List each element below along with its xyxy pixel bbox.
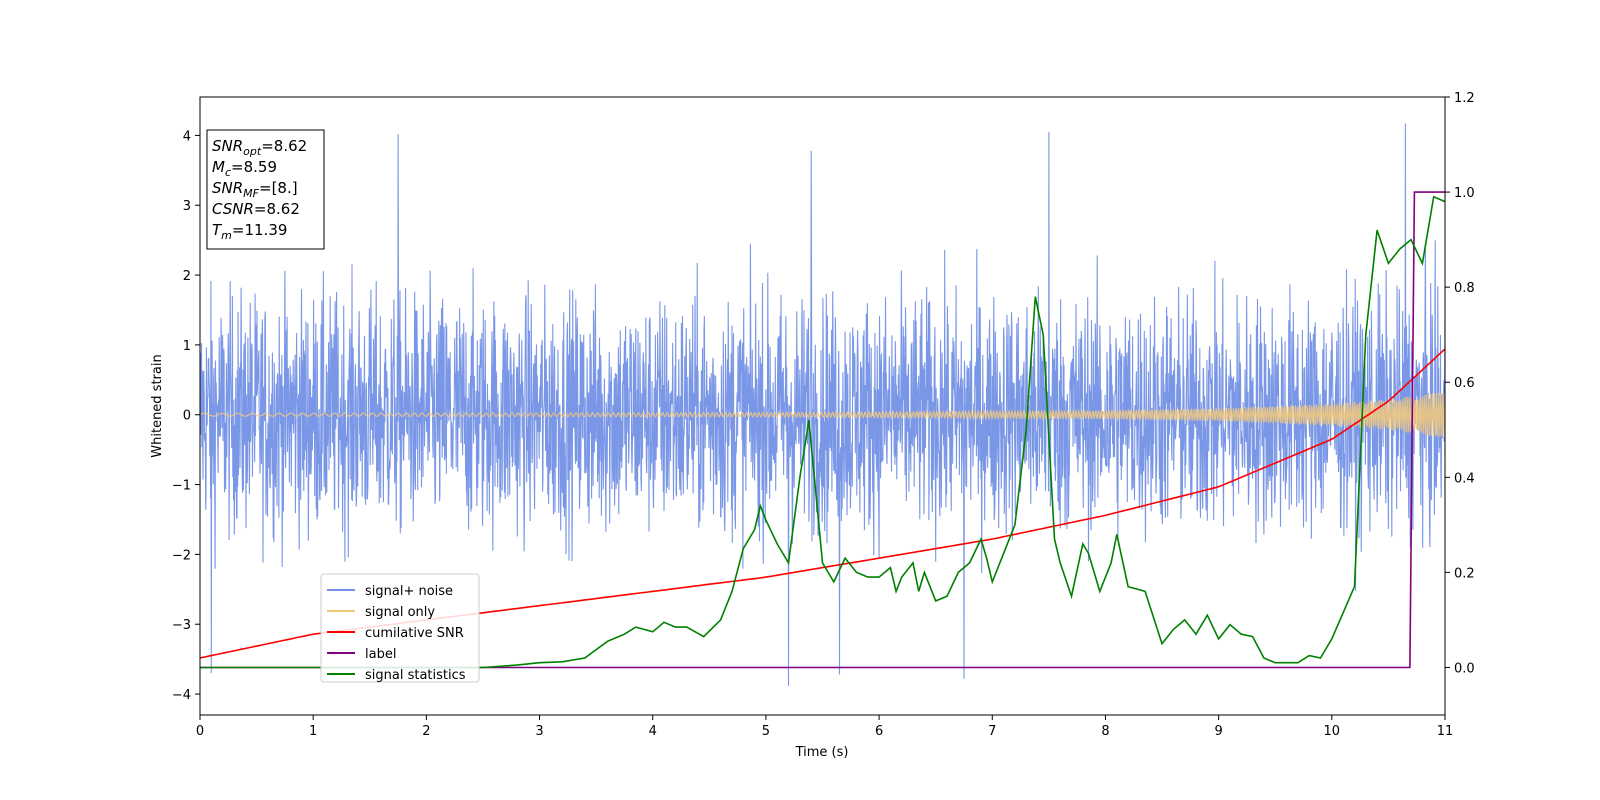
- info-line-value: =11.39: [232, 221, 288, 239]
- info-box: SNRopt=8.62Mc=8.59SNRMF=[8.]CSNR=8.62Tm=…: [206, 129, 325, 250]
- series-signal-statistics: [200, 195, 1445, 669]
- x-tick-label: 3: [535, 724, 543, 739]
- legend-frame: [320, 573, 480, 683]
- info-line-value: =8.62: [261, 137, 307, 155]
- y-tick-label: 4: [183, 129, 191, 144]
- y2-tick-label: 0.4: [1454, 471, 1475, 486]
- info-line-value: =[8.]: [259, 179, 298, 197]
- series-label: [200, 191, 1445, 669]
- x-tick-label: 0: [196, 724, 204, 739]
- series-signal-only: [200, 392, 1445, 437]
- info-line-subscript: m: [221, 229, 232, 242]
- legend-entry: signal+ noise: [365, 584, 453, 599]
- x-tick-label: 7: [988, 724, 996, 739]
- info-line-subscript: c: [225, 166, 231, 179]
- y-tick-label: −2: [172, 548, 191, 563]
- info-line-symbol: T: [212, 221, 223, 239]
- info-line: Mc=8.59: [212, 158, 277, 179]
- plot-frame: [199, 96, 1446, 716]
- info-line: SNRopt=8.62: [212, 137, 307, 158]
- y-tick-label: −1: [172, 479, 191, 494]
- series-signal-noise: [200, 123, 1445, 686]
- info-line-value: =8.59: [231, 158, 277, 176]
- y-tick-label: −3: [172, 618, 191, 633]
- x-tick-label: 4: [649, 724, 657, 739]
- x-tick-label: 10: [1324, 724, 1341, 739]
- info-box-frame: [206, 129, 325, 250]
- legend-entry: signal statistics: [365, 668, 466, 683]
- x-tick-label: 5: [762, 724, 770, 739]
- y-tick-label: −4: [172, 688, 191, 703]
- y-tick-label: 0: [183, 409, 191, 424]
- y2-tick-label: 0.0: [1454, 661, 1475, 676]
- info-line-subscript: opt: [243, 145, 262, 158]
- y-axis-ticks: −4 −3 −2 −1 0 1 2 3 4: [172, 129, 200, 703]
- legend-entry: signal only: [365, 605, 435, 620]
- y-tick-label: 3: [183, 199, 191, 214]
- x-tick-label: 2: [422, 724, 430, 739]
- info-line-symbol: CSNR: [212, 200, 254, 218]
- info-line-symbol: M: [212, 158, 225, 176]
- y-axis-label: Whitened strain: [150, 354, 165, 457]
- info-line: SNRMF=[8.]: [212, 179, 298, 200]
- info-line: Tm=11.39: [212, 221, 287, 242]
- y-tick-label: 1: [183, 339, 191, 354]
- y2-tick-label: 0.6: [1454, 376, 1475, 391]
- y2-tick-label: 1.2: [1454, 91, 1475, 106]
- x-tick-label: 1: [309, 724, 317, 739]
- info-line-subscript: MF: [243, 187, 259, 200]
- y2-axis-ticks: 0.0 0.2 0.4 0.6 0.8 1.0 1.2: [1445, 91, 1475, 676]
- x-tick-label: 9: [1214, 724, 1222, 739]
- info-line-symbol: SNR: [212, 179, 243, 197]
- info-line-symbol: SNR: [212, 137, 243, 155]
- y-tick-label: 2: [183, 269, 191, 284]
- legend-entry: label: [365, 647, 396, 662]
- x-tick-label: 11: [1437, 724, 1454, 739]
- x-tick-label: 6: [875, 724, 883, 739]
- info-line: CSNR=8.62: [212, 200, 300, 218]
- info-line-value: =8.62: [254, 200, 300, 218]
- legend-entry: cumilative SNR: [365, 626, 464, 641]
- x-tick-label: 8: [1101, 724, 1109, 739]
- y2-tick-label: 0.2: [1454, 566, 1475, 581]
- x-axis-label: Time (s): [795, 745, 849, 760]
- y2-tick-label: 1.0: [1454, 186, 1475, 201]
- x-axis-ticks: 0 1 2 3 4 5 6 7 8 9 10 11: [196, 715, 1453, 739]
- y2-tick-label: 0.8: [1454, 281, 1475, 296]
- legend: signal+ noise signal only cumilative SNR la…: [320, 573, 480, 683]
